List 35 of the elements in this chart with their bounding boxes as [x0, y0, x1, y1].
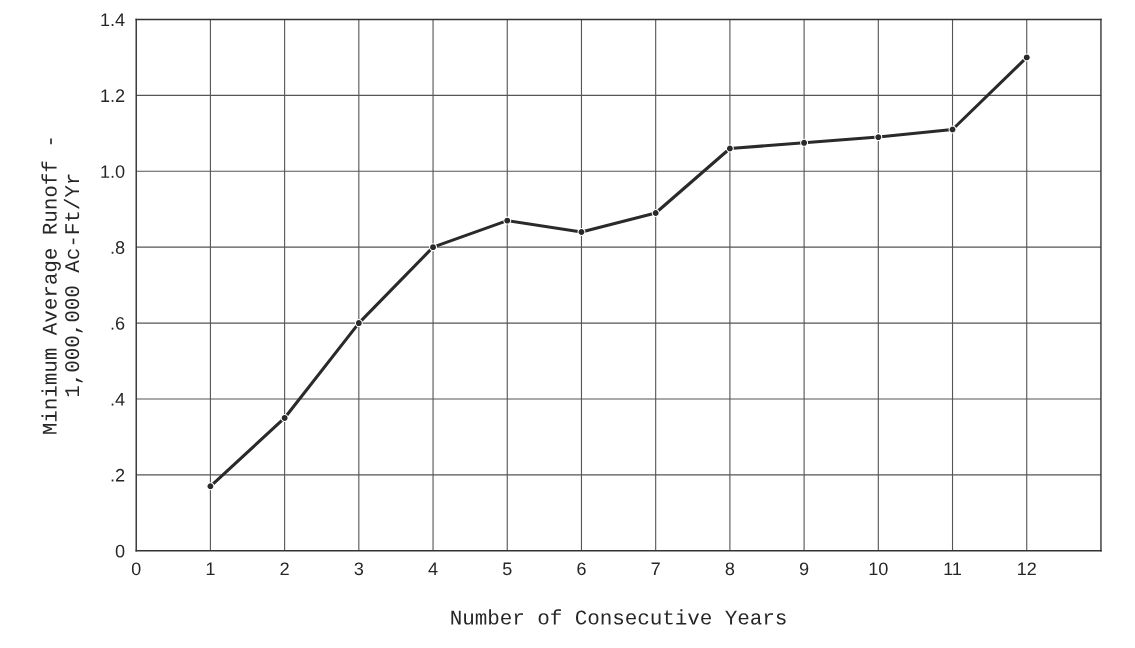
x-tick-label: 6 [577, 562, 586, 576]
point [948, 125, 957, 134]
y-tick-label: 1.2 [101, 89, 125, 102]
x-tick-label: 5 [502, 562, 512, 576]
point [725, 144, 734, 153]
y-tick-label: .2 [111, 468, 125, 482]
x-tick-label: 7 [651, 562, 660, 575]
x-tick-label: 4 [428, 562, 438, 575]
y-axis-title: Minimum Average Runoff - 1,000,000 Ac-Ft/Yr [41, 138, 83, 434]
x-tick-label: 0 [131, 562, 141, 576]
point [874, 133, 883, 142]
y-tick-label: .4 [111, 393, 125, 406]
point [651, 209, 660, 217]
point [1022, 53, 1031, 62]
x-tick-label: 9 [799, 562, 809, 576]
point [503, 216, 512, 225]
x-tick-label: 3 [354, 562, 364, 576]
x-tick-label: 10 [869, 562, 888, 576]
y-tick-label: 1.4 [101, 13, 125, 26]
x-tick-label: 1 [206, 562, 215, 575]
point [800, 138, 809, 147]
y-tick-label: .8 [111, 241, 125, 254]
y-tick-label: 0 [115, 544, 125, 558]
point [206, 482, 215, 491]
y-tick-label: 1.0 [101, 165, 125, 178]
x-tick-label: 8 [725, 562, 735, 576]
point [280, 413, 289, 422]
x-axis-title: Number of Consecutive Years [451, 609, 786, 625]
x-tick-label: 11 [944, 562, 962, 575]
x-tick-label: 12 [1018, 562, 1036, 575]
y-tick-label: .6 [111, 317, 125, 330]
x-tick-label: 2 [280, 562, 289, 575]
point [354, 319, 363, 328]
point [429, 243, 438, 252]
point [577, 227, 586, 236]
